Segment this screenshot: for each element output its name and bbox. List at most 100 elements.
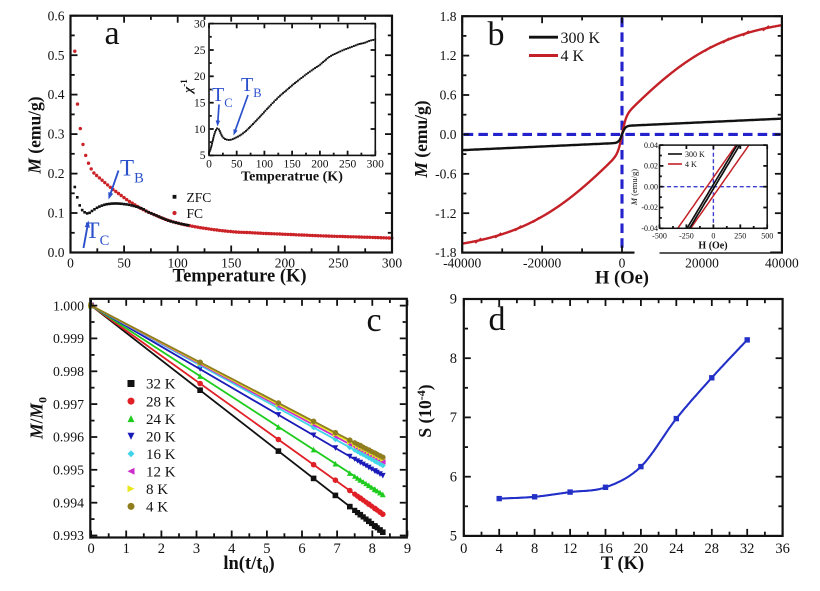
- svg-text:ZFC: ZFC: [187, 190, 212, 205]
- svg-text:7: 7: [450, 410, 457, 426]
- svg-text:150: 150: [284, 159, 302, 171]
- svg-text:300 K: 300 K: [685, 150, 705, 159]
- svg-text:300: 300: [367, 159, 385, 171]
- svg-text:M (emu/g): M (emu/g): [629, 169, 639, 206]
- svg-text:0.1: 0.1: [48, 206, 65, 221]
- svg-text:-40000: -40000: [443, 255, 481, 270]
- svg-text:0.2: 0.2: [48, 166, 65, 181]
- svg-text:4 K: 4 K: [685, 160, 697, 169]
- svg-text:b: b: [488, 16, 505, 53]
- svg-text:-1.8: -1.8: [435, 245, 457, 260]
- svg-text:Temperature (K): Temperature (K): [172, 267, 306, 287]
- svg-text:250: 250: [328, 255, 349, 270]
- svg-text:0.02: 0.02: [644, 162, 658, 171]
- svg-text:2: 2: [158, 541, 165, 557]
- svg-text:0.993: 0.993: [53, 528, 84, 543]
- svg-text:χ-1: χ-1: [179, 79, 195, 95]
- svg-text:12 K: 12 K: [146, 465, 176, 481]
- svg-text:0.997: 0.997: [53, 397, 84, 412]
- svg-text:150: 150: [221, 255, 242, 270]
- svg-text:d: d: [489, 301, 506, 338]
- svg-text:36: 36: [775, 541, 790, 557]
- svg-text:-250: -250: [679, 232, 694, 241]
- svg-text:8: 8: [531, 541, 538, 557]
- svg-text:ln(t/t0): ln(t/t0): [223, 554, 274, 576]
- svg-text:8: 8: [450, 351, 457, 367]
- svg-text:16 K: 16 K: [146, 447, 176, 463]
- svg-text:1.2: 1.2: [440, 48, 457, 63]
- svg-text:200: 200: [311, 159, 329, 171]
- svg-text:Temperatrue (K): Temperatrue (K): [241, 170, 343, 185]
- svg-text:200: 200: [275, 255, 296, 270]
- svg-text:300 K: 300 K: [561, 30, 601, 47]
- svg-text:-0.6: -0.6: [435, 166, 457, 181]
- svg-text:M (emu/g): M (emu/g): [25, 96, 45, 174]
- svg-text:-0.04: -0.04: [641, 224, 658, 233]
- svg-text:0.995: 0.995: [53, 463, 84, 478]
- svg-text:50: 50: [231, 159, 243, 171]
- svg-text:0: 0: [711, 232, 715, 241]
- svg-text:20: 20: [634, 541, 649, 557]
- svg-text:5: 5: [200, 150, 206, 162]
- svg-text:9: 9: [404, 541, 411, 557]
- svg-text:6: 6: [298, 541, 305, 557]
- svg-text:250: 250: [734, 232, 746, 241]
- svg-text:32 K: 32 K: [146, 377, 176, 393]
- svg-text:a: a: [104, 15, 119, 52]
- svg-text:28 K: 28 K: [146, 394, 176, 410]
- svg-text:5: 5: [450, 529, 457, 545]
- svg-text:250: 250: [339, 159, 357, 171]
- svg-text:0.3: 0.3: [48, 127, 65, 142]
- svg-text:0: 0: [206, 159, 212, 171]
- svg-text:3: 3: [193, 541, 200, 557]
- svg-text:30: 30: [194, 18, 206, 30]
- svg-text:0.999: 0.999: [53, 331, 84, 346]
- svg-text:20: 20: [194, 71, 206, 83]
- svg-text:0.994: 0.994: [53, 495, 84, 510]
- svg-text:0: 0: [619, 255, 626, 270]
- svg-text:5: 5: [263, 541, 270, 557]
- svg-text:-0.02: -0.02: [641, 203, 658, 212]
- svg-text:0.0: 0.0: [48, 245, 65, 260]
- svg-text:0.4: 0.4: [48, 87, 65, 102]
- svg-text:7: 7: [334, 541, 341, 557]
- svg-text:300: 300: [382, 255, 403, 270]
- svg-text:28: 28: [705, 541, 720, 557]
- svg-text:20000: 20000: [685, 255, 719, 270]
- svg-text:4 K: 4 K: [561, 48, 585, 65]
- svg-text:0.5: 0.5: [48, 48, 65, 63]
- svg-text:50: 50: [117, 255, 131, 270]
- svg-text:0.0: 0.0: [440, 127, 457, 142]
- svg-text:0: 0: [460, 541, 467, 557]
- svg-text:500: 500: [761, 232, 773, 241]
- svg-text:0.996: 0.996: [53, 430, 84, 445]
- svg-text:-500: -500: [652, 232, 667, 241]
- svg-text:32: 32: [740, 541, 755, 557]
- svg-text:0.00: 0.00: [644, 182, 658, 191]
- svg-text:1: 1: [123, 541, 130, 557]
- svg-text:40000: 40000: [765, 255, 799, 270]
- svg-text:M/M0: M/M0: [27, 397, 50, 440]
- svg-text:0: 0: [67, 255, 74, 270]
- svg-text:FC: FC: [187, 206, 204, 221]
- svg-text:c: c: [366, 302, 381, 339]
- svg-text:100: 100: [168, 255, 189, 270]
- svg-text:12: 12: [563, 541, 578, 557]
- svg-text:20 K: 20 K: [146, 429, 176, 445]
- svg-text:10: 10: [194, 124, 206, 136]
- svg-text:0.6: 0.6: [440, 88, 457, 103]
- svg-text:0: 0: [87, 541, 94, 557]
- svg-text:1.000: 1.000: [53, 298, 84, 313]
- svg-text:24: 24: [669, 541, 684, 557]
- svg-text:-1.2: -1.2: [435, 206, 456, 221]
- svg-text:-20000: -20000: [523, 255, 561, 270]
- svg-text:4: 4: [496, 541, 504, 557]
- svg-text:24 K: 24 K: [146, 412, 176, 428]
- svg-text:H (Oe): H (Oe): [595, 269, 649, 289]
- svg-text:9: 9: [450, 292, 457, 308]
- svg-text:15: 15: [194, 97, 206, 109]
- svg-text:T (K): T (K): [601, 554, 644, 574]
- svg-text:4: 4: [228, 541, 236, 557]
- svg-text:M (emu/g): M (emu/g): [411, 100, 431, 178]
- svg-text:16: 16: [598, 541, 613, 557]
